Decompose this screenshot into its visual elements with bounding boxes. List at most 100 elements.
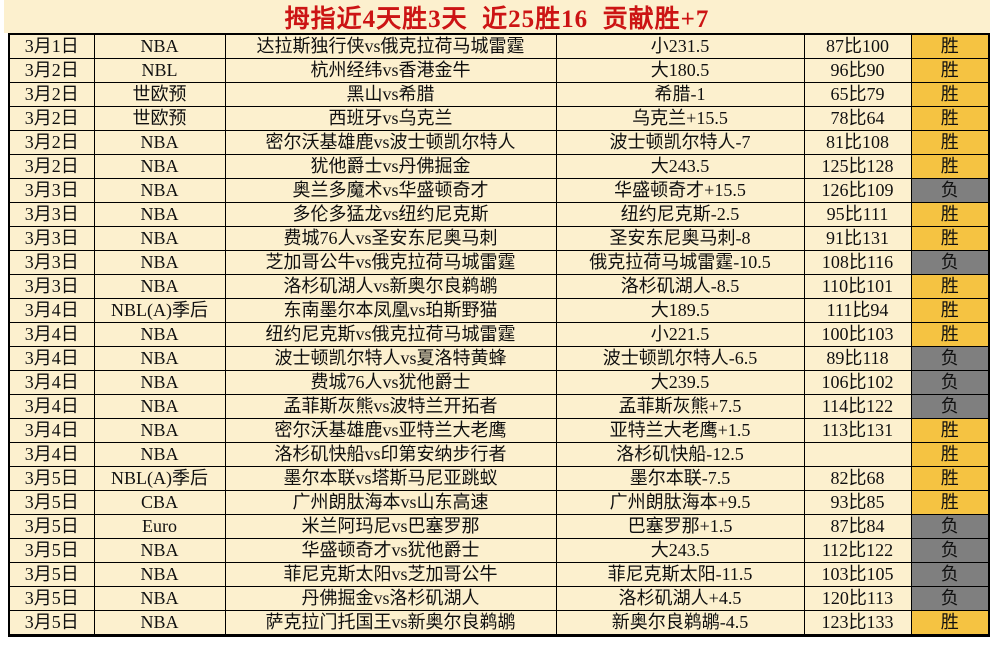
cell-result: 胜 (910, 154, 990, 179)
cell-match: 米兰阿玛尼vs巴塞罗那 (224, 514, 557, 539)
table-row: 3月3日 NBA 芝加哥公牛vs俄克拉荷马城雷霆 俄克拉荷马城雷霆-10.5 1… (8, 250, 990, 275)
cell-match: 密尔沃基雄鹿vs波士顿凯尔特人 (224, 130, 557, 155)
cell-score (803, 442, 912, 467)
cell-pick: 纽约尼克斯-2.5 (555, 202, 805, 227)
cell-score: 93比85 (803, 490, 912, 515)
cell-pick: 大189.5 (555, 298, 805, 323)
cell-pick: 孟菲斯灰熊+7.5 (555, 394, 805, 419)
cell-date: 3月2日 (8, 130, 95, 155)
table-row: 3月3日 NBA 费城76人vs圣安东尼奥马刺 圣安东尼奥马刺-8 91比131… (8, 226, 990, 251)
table-row: 3月4日 NBA 孟菲斯灰熊vs波特兰开拓者 孟菲斯灰熊+7.5 114比122… (8, 394, 990, 419)
cell-match: 费城76人vs圣安东尼奥马刺 (224, 226, 557, 251)
table-row: 3月5日 NBA 华盛顿奇才vs犹他爵士 大243.5 112比122 负 (8, 538, 990, 563)
cell-pick: 俄克拉荷马城雷霆-10.5 (555, 250, 805, 275)
cell-date: 3月5日 (8, 466, 95, 491)
cell-result: 胜 (910, 298, 990, 323)
table-row: 3月5日 CBA 广州朗肽海本vs山东高速 广州朗肽海本+9.5 93比85 胜 (8, 490, 990, 515)
cell-score: 110比101 (803, 274, 912, 299)
cell-date: 3月3日 (8, 202, 95, 227)
cell-result: 胜 (910, 442, 990, 467)
cell-result: 胜 (910, 33, 990, 59)
cell-date: 3月2日 (8, 154, 95, 179)
cell-date: 3月1日 (8, 33, 95, 59)
cell-match: 洛杉矶快船vs印第安纳步行者 (224, 442, 557, 467)
cell-score: 100比103 (803, 322, 912, 347)
cell-result: 胜 (910, 106, 990, 131)
cell-result: 负 (910, 514, 990, 539)
cell-result: 胜 (910, 322, 990, 347)
cell-score: 91比131 (803, 226, 912, 251)
cell-date: 3月3日 (8, 226, 95, 251)
title-bar: 拇指近4天胜3天 近25胜16 贡献胜+7 (4, 0, 990, 33)
cell-match: 纽约尼克斯vs俄克拉荷马城雷霆 (224, 322, 557, 347)
cell-score: 89比118 (803, 346, 912, 371)
cell-pick: 菲尼克斯太阳-11.5 (555, 562, 805, 587)
cell-pick: 巴塞罗那+1.5 (555, 514, 805, 539)
cell-result: 胜 (910, 82, 990, 107)
cell-pick: 新奥尔良鹈鹕-4.5 (555, 610, 805, 636)
cell-league: NBA (93, 250, 226, 275)
table-row: 3月4日 NBA 洛杉矶快船vs印第安纳步行者 洛杉矶快船-12.5 胜 (8, 442, 990, 467)
cell-pick: 大243.5 (555, 154, 805, 179)
cell-pick: 乌克兰+15.5 (555, 106, 805, 131)
cell-match: 菲尼克斯太阳vs芝加哥公牛 (224, 562, 557, 587)
cell-match: 丹佛掘金vs洛杉矶湖人 (224, 586, 557, 611)
cell-match: 西班牙vs乌克兰 (224, 106, 557, 131)
cell-result: 负 (910, 538, 990, 563)
cell-score: 120比113 (803, 586, 912, 611)
cell-date: 3月4日 (8, 346, 95, 371)
cell-league: NBA (93, 202, 226, 227)
table-row: 3月5日 NBA 菲尼克斯太阳vs芝加哥公牛 菲尼克斯太阳-11.5 103比1… (8, 562, 990, 587)
table-row: 3月5日 NBA 萨克拉门托国王vs新奥尔良鹈鹕 新奥尔良鹈鹕-4.5 123比… (8, 610, 990, 636)
cell-pick: 亚特兰大老鹰+1.5 (555, 418, 805, 443)
cell-date: 3月5日 (8, 562, 95, 587)
cell-result: 胜 (910, 418, 990, 443)
cell-league: NBA (93, 586, 226, 611)
cell-score: 87比100 (803, 33, 912, 59)
page-title: 拇指近4天胜3天 近25胜16 贡献胜+7 (284, 5, 710, 33)
cell-date: 3月3日 (8, 274, 95, 299)
cell-pick: 墨尔本联-7.5 (555, 466, 805, 491)
table-row: 3月2日 NBA 犹他爵士vs丹佛掘金 大243.5 125比128 胜 (8, 154, 990, 179)
cell-date: 3月4日 (8, 322, 95, 347)
cell-result: 胜 (910, 490, 990, 515)
cell-league: NBL(A)季后 (93, 466, 226, 491)
results-table: 3月1日 NBA 达拉斯独行侠vs俄克拉荷马城雷霆 小231.5 87比100 … (8, 33, 990, 637)
cell-match: 奥兰多魔术vs华盛顿奇才 (224, 178, 557, 203)
cell-date: 3月4日 (8, 442, 95, 467)
cell-league: NBL (93, 58, 226, 83)
cell-match: 波士顿凯尔特人vs夏洛特黄蜂 (224, 346, 557, 371)
cell-league: NBA (93, 538, 226, 563)
cell-score: 126比109 (803, 178, 912, 203)
cell-date: 3月3日 (8, 250, 95, 275)
table-row: 3月3日 NBA 多伦多猛龙vs纽约尼克斯 纽约尼克斯-2.5 95比111 胜 (8, 202, 990, 227)
cell-result: 胜 (910, 610, 990, 636)
cell-pick: 广州朗肽海本+9.5 (555, 490, 805, 515)
cell-score: 95比111 (803, 202, 912, 227)
cell-match: 东南墨尔本凤凰vs珀斯野猫 (224, 298, 557, 323)
cell-match: 墨尔本联vs塔斯马尼亚跳蚁 (224, 466, 557, 491)
cell-result: 胜 (910, 58, 990, 83)
cell-league: NBA (93, 418, 226, 443)
table-row: 3月5日 NBA 丹佛掘金vs洛杉矶湖人 洛杉矶湖人+4.5 120比113 负 (8, 586, 990, 611)
cell-result: 负 (910, 562, 990, 587)
cell-match: 犹他爵士vs丹佛掘金 (224, 154, 557, 179)
cell-date: 3月4日 (8, 418, 95, 443)
cell-date: 3月2日 (8, 82, 95, 107)
cell-pick: 洛杉矶湖人+4.5 (555, 586, 805, 611)
cell-match: 萨克拉门托国王vs新奥尔良鹈鹕 (224, 610, 557, 636)
cell-league: NBA (93, 346, 226, 371)
table-row: 3月1日 NBA 达拉斯独行侠vs俄克拉荷马城雷霆 小231.5 87比100 … (8, 33, 990, 59)
cell-pick: 波士顿凯尔特人-7 (555, 130, 805, 155)
cell-result: 胜 (910, 274, 990, 299)
cell-league: NBA (93, 130, 226, 155)
cell-league: NBA (93, 226, 226, 251)
table-row: 3月4日 NBA 纽约尼克斯vs俄克拉荷马城雷霆 小221.5 100比103 … (8, 322, 990, 347)
cell-match: 黑山vs希腊 (224, 82, 557, 107)
cell-pick: 圣安东尼奥马刺-8 (555, 226, 805, 251)
table-row: 3月4日 NBA 密尔沃基雄鹿vs亚特兰大老鹰 亚特兰大老鹰+1.5 113比1… (8, 418, 990, 443)
cell-result: 负 (910, 394, 990, 419)
table-row: 3月3日 NBA 洛杉矶湖人vs新奥尔良鹈鹕 洛杉矶湖人-8.5 110比101… (8, 274, 990, 299)
cell-pick: 波士顿凯尔特人-6.5 (555, 346, 805, 371)
